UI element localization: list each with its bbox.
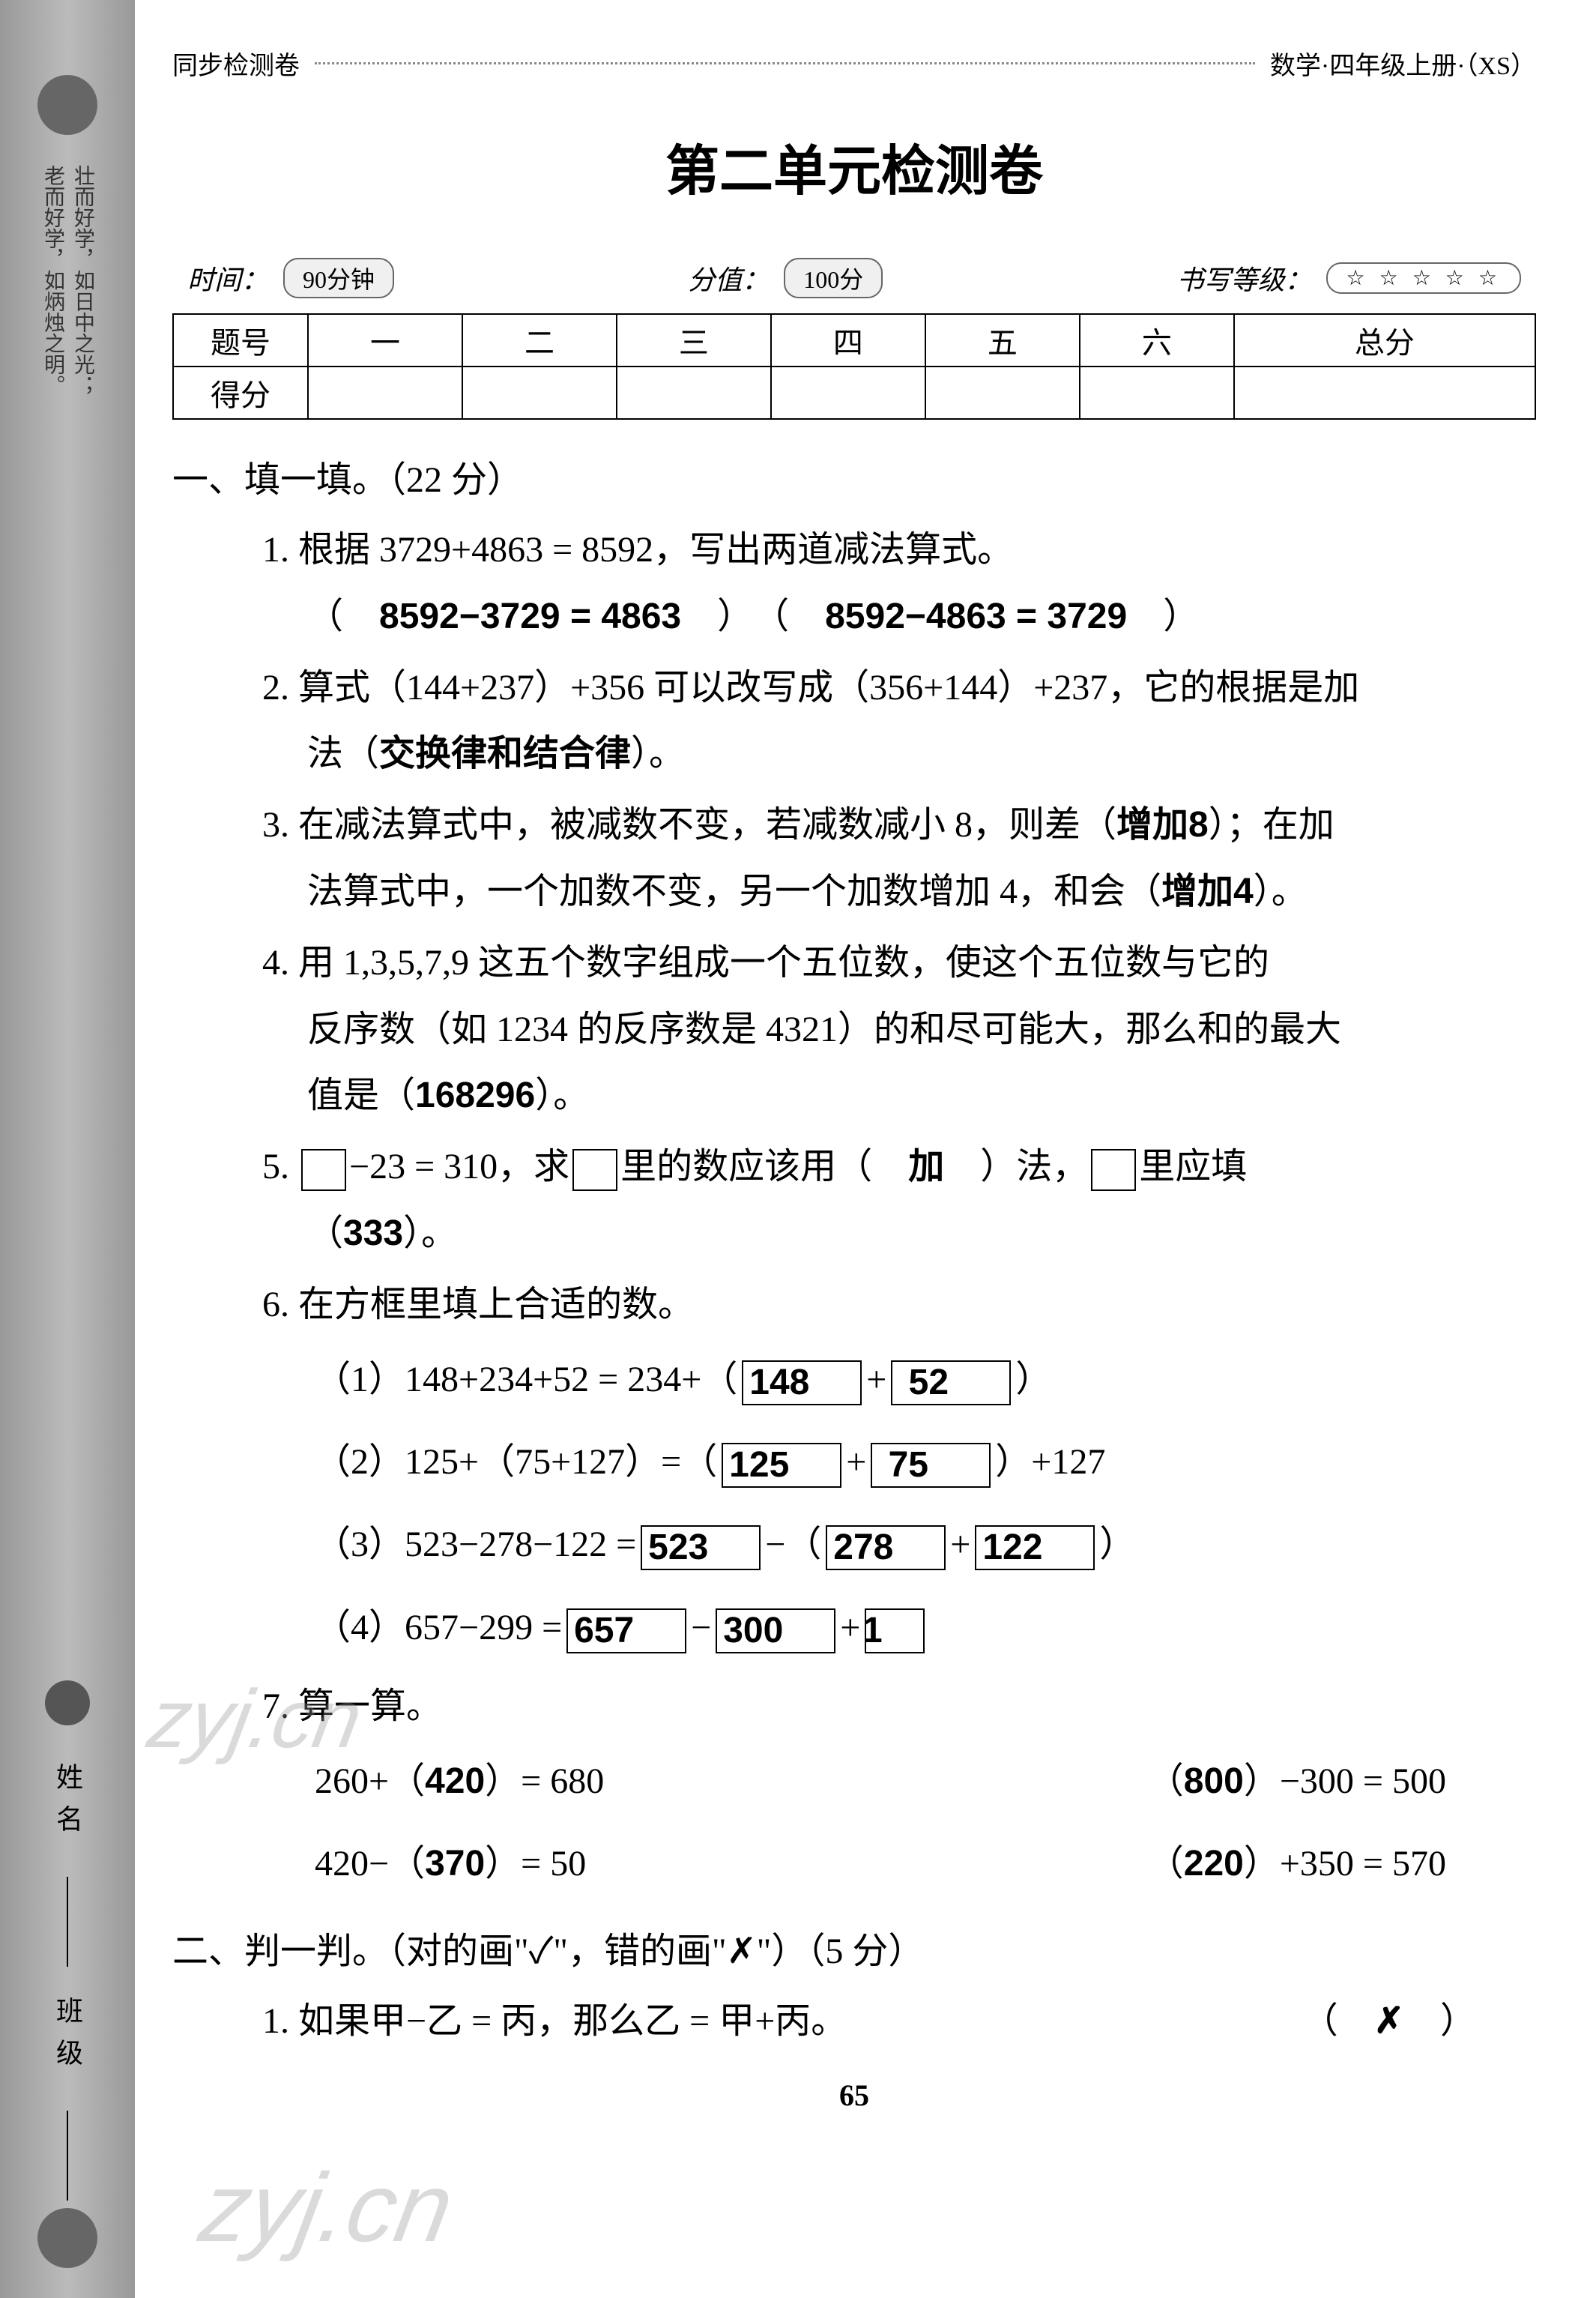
header-right: 数学·四年级上册·（XS） [1270,45,1536,82]
th-3: 三 [617,314,771,367]
q2: 2. 算式（144+237）+356 可以改写成（356+144）+237，它的… [262,655,1536,788]
q4: 4. 用 1,3,5,7,9 这五个数字组成一个五位数，使这个五位数与它的 反序… [262,930,1536,1130]
main-content: 同步检测卷 数学·四年级上册·（XS） 第二单元检测卷 时间： 90分钟 分值：… [157,0,1581,2113]
th-4: 四 [771,314,925,367]
th-1: 一 [308,314,462,367]
section-1: 一、填一填。（22 分） 1. 根据 3729+4863 = 8592，写出两道… [172,450,1536,1906]
score-pill: 100分 [784,258,883,298]
empty-box [1091,1149,1136,1191]
q6: 6. 在方框里填上合适的数。 （1）148+234+52 = 234+（148+… [262,1272,1536,1669]
s2-q1: 1. 如果甲−乙 = 丙，那么乙 = 甲+丙。 （ ✗ ） [262,1988,1536,2055]
q6-2a: 125 [722,1443,841,1488]
q6-2b: 75 [871,1443,991,1488]
empty-box [572,1149,617,1191]
q6-4b: 300 [716,1608,835,1653]
cartoon-icon [37,75,97,135]
q6-3: （3）523−278−122 =523−（278+122） [360,1504,1536,1586]
stars: ☆ ☆ ☆ ☆ ☆ [1326,262,1521,294]
q6-4: （4）657−299 =657−300+1 [360,1587,1536,1669]
score-label: 分值： [688,259,769,298]
q1: 1. 根据 3729+4863 = 8592，写出两道减法算式。 （ 8592−… [262,517,1536,651]
q7-r2l-a: 370 [425,1844,485,1884]
th-7: 总分 [1234,314,1535,367]
table-row: 得分 [173,367,1535,419]
info-bar: 时间： 90分钟 分值： 100分 书写等级： ☆ ☆ ☆ ☆ ☆ [172,258,1536,298]
page-header: 同步检测卷 数学·四年级上册·（XS） [172,45,1536,82]
score-table: 题号 一 二 三 四 五 六 总分 得分 [172,313,1536,420]
sidebar-motto: 壮而好学，如日中之光； 老而好学，如炳烛之明。 [37,165,97,1665]
section-1-title: 一、填一填。（22 分） [172,450,1536,502]
class-label: 班级 [48,1997,87,2081]
th-6: 六 [1080,314,1234,367]
q6-1a: 148 [742,1360,862,1405]
time-pill: 90分钟 [283,258,394,298]
th-0: 题号 [173,314,308,367]
q7-row2: 420−（370）= 50 （220）+350 = 570 [360,1823,1536,1905]
q6-3a: 523 [641,1525,761,1570]
q7-r2r-a: 220 [1184,1844,1244,1884]
q6-3c: 122 [975,1525,1095,1570]
q7: 7. 算一算。 260+（420）= 680 （800）−300 = 500 4… [262,1674,1536,1906]
brand-badge [45,1680,90,1725]
th-5: 五 [925,314,1080,367]
q5-ans1: 加 [908,1147,944,1186]
time-label: 时间： [187,259,268,298]
writing-label: 书写等级： [1176,259,1311,298]
q3-ans2: 增加4 [1161,872,1254,911]
table-row: 题号 一 二 三 四 五 六 总分 [173,314,1535,367]
q5-ans2: 333 [343,1213,403,1253]
q6-3b: 278 [826,1525,946,1570]
q6-1b: 52 [891,1360,1011,1405]
class-line [67,2111,68,2201]
sidebar: 壮而好学，如日中之光； 老而好学，如炳烛之明。 姓名 班级 [0,0,135,2298]
watermark-2: zyj.cn [193,2151,462,2264]
q5: 5. −23 = 310，求里的数应该用（ 加 ）法，里应填 （333）。 [262,1134,1536,1267]
q6-1: （1）148+234+52 = 234+（148+52） [360,1339,1536,1421]
header-left: 同步检测卷 [172,45,300,82]
page-number: 65 [172,2078,1536,2113]
q7-row1: 260+（420）= 680 （800）−300 = 500 [360,1740,1536,1823]
q6-4a: 657 [566,1608,686,1653]
name-line [67,1877,68,1967]
q7-r1r-a: 800 [1184,1761,1244,1801]
q1-ans2: 8592−4863 = 3729 [825,597,1127,636]
q4-ans: 168296 [415,1076,535,1115]
empty-box [301,1149,346,1191]
q3-ans1: 增加8 [1116,805,1209,845]
section-2: 二、判一判。（对的画"✓"，错的画"✗"）（5 分） 1. 如果甲−乙 = 丙，… [172,1921,1536,2055]
header-dots [315,62,1255,64]
exam-title: 第二单元检测卷 [172,127,1536,205]
score-row-label: 得分 [173,367,308,419]
th-2: 二 [462,314,617,367]
q2-ans: 交换律和结合律 [379,734,631,773]
q3: 3. 在减法算式中，被减数不变，若减数减小 8，则差（增加8）；在加 法算式中，… [262,792,1536,926]
q1-ans1: 8592−3729 = 4863 [379,597,681,636]
s2-q1-ans: ✗ [1374,2001,1404,2041]
s2-q1-text: 1. 如果甲−乙 = 丙，那么乙 = 甲+丙。 [307,1988,847,2055]
q6-2: （2）125+（75+127）=（125+75）+127 [360,1421,1536,1504]
name-label: 姓名 [48,1763,87,1847]
q6-4c: 1 [865,1608,925,1653]
q7-r1l-a: 420 [425,1761,485,1801]
section-2-title: 二、判一判。（对的画"✓"，错的画"✗"）（5 分） [172,1921,1536,1973]
cartoon-icon-2 [37,2208,97,2268]
